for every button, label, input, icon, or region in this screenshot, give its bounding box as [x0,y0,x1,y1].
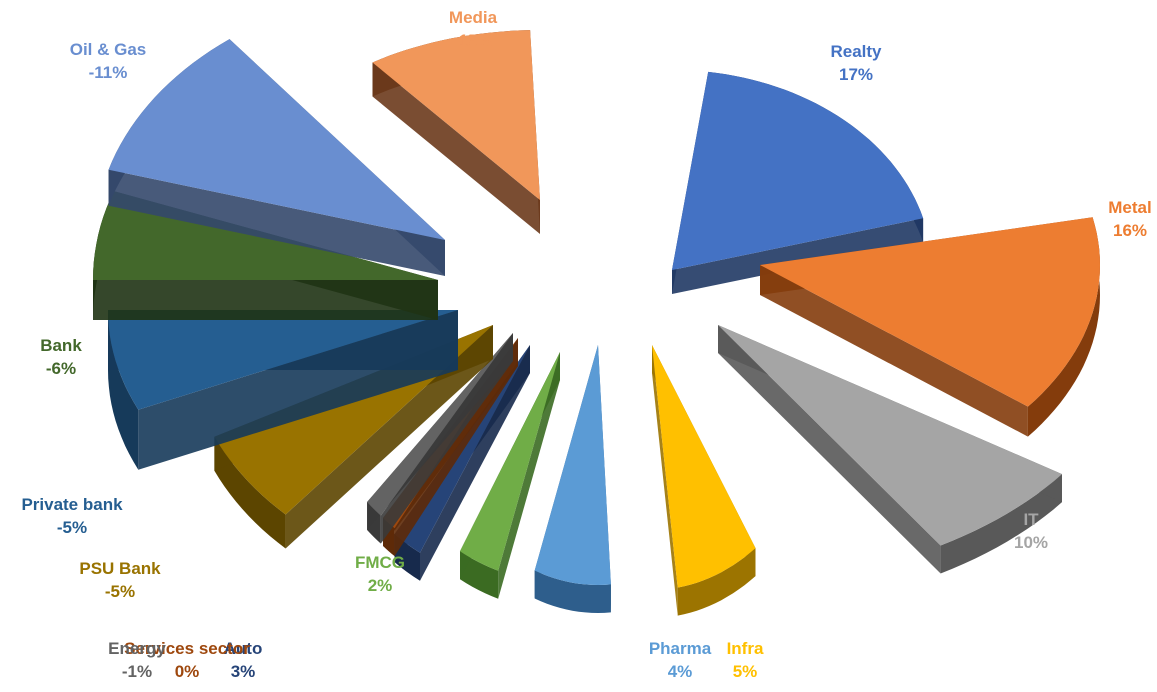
pie-slice-face-start-fmcg [498,352,560,599]
slice-label-infra: Infra [727,639,764,658]
pie-slice-private-bank [108,310,459,470]
pie-slice-side-infra [677,548,756,616]
pie-slice-pharma [534,345,611,613]
slice-label-media: Media [449,8,498,27]
slice-label-fmcg: FMCG [355,553,405,572]
slice-value-energy: -1% [122,662,152,681]
pie-slice-fmcg [460,352,560,599]
pie-slice-top-infra [652,345,756,588]
pie-slice-side-it [940,474,1062,574]
pie-slice-metal [760,217,1100,437]
slice-value-realty: 17% [839,65,873,84]
pie-slice-face-end-it [718,325,941,574]
slice-value-auto: 3% [231,662,256,681]
pie-slice-top-metal [760,217,1100,407]
slice-label-realty: Realty [830,42,882,61]
slice-value-oil-gas: -11% [89,63,128,82]
pie-slice-top-it [718,325,1062,546]
pie-slice-realty [672,71,924,295]
slice-value-psu-bank: -5% [105,582,135,601]
pie-slice-side-private-bank [108,310,139,470]
pie-slice-face-start-media [372,62,540,234]
pie-slice-side-pharma [534,570,611,613]
pie-slice-top-realty [672,71,924,271]
slice-labels: Realty 17% Metal 16% IT 10% Infra 5% Pharma 4% FMC… [21,8,1151,681]
pie-slice-face-start-oil-gas [108,169,445,276]
slice-label-energy: Energy [108,639,166,658]
slice-label-bank: Bank [40,336,82,355]
slice-value-metal: 16% [1113,221,1147,240]
pie-slices [93,30,1100,616]
pie-slice-it [718,325,1062,574]
slice-value-private-bank: -5% [57,518,87,537]
pie-slice-top-pharma [534,345,611,585]
pie-slice-top-media [372,30,540,200]
pie-slice-top-oil-gas [108,39,445,240]
pie-slice-face-end-realty [672,218,924,294]
slice-label-psu-bank: PSU Bank [79,559,161,578]
slice-label-services-sector: Services sector [124,639,250,658]
slice-label-private-bank: Private bank [21,495,123,514]
slice-value-services-sector: 0% [175,662,200,681]
pie-slice-oil-gas [108,39,445,276]
pie-slice-side-fmcg [460,551,499,599]
slice-label-oil-gas: Oil & Gas [70,40,147,59]
pie-slice-infra [652,345,756,616]
pie-slice-top-fmcg [460,352,560,571]
pie-slice-side-psu-bank [214,436,286,549]
pie-slice-top-private-bank [108,310,458,410]
slice-value-bank: -6% [46,359,76,378]
pie-slice-face-start-psu-bank [285,325,493,549]
slice-value-it: 10% [1014,533,1048,552]
pie-slice-energy [367,333,513,544]
pie-slice-media [372,30,540,234]
slice-label-metal: Metal [1108,198,1151,217]
pie-slice-face-end-metal [760,265,1028,437]
slice-label-pharma: Pharma [649,639,712,658]
slice-value-infra: 5% [733,662,758,681]
pie-slice-face-end-infra [652,345,678,616]
slice-value-media: -15% [453,31,493,50]
slice-value-fmcg: 2% [368,576,393,595]
slice-label-auto: Auto [224,639,263,658]
slice-label-it: IT [1023,510,1039,529]
pie-slice-top-energy [367,333,513,516]
slice-value-pharma: 4% [668,662,693,681]
